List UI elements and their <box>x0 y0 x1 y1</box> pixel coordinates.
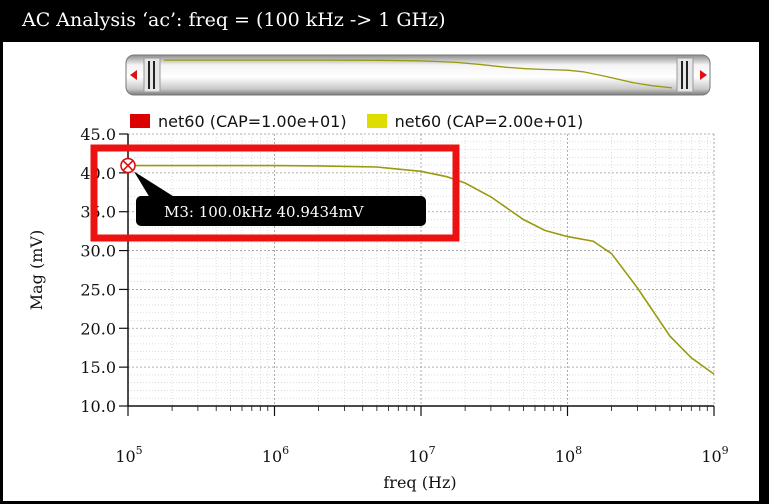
marker-crosshair-icon[interactable] <box>120 157 136 174</box>
y-tick-label: 35.0 <box>80 203 116 222</box>
window-title: AC Analysis ‘ac’: freq = (100 kHz -> 1 G… <box>0 0 761 42</box>
overview-track[interactable] <box>125 54 711 96</box>
marker-callout-label: M3: 100.0kHz 40.9434mV <box>164 203 365 221</box>
overview-scrollbar[interactable] <box>124 52 712 98</box>
legend-label-series-1: net60 (CAP=1.00e+01) <box>158 111 347 131</box>
series-line-net60-cap20[interactable] <box>128 164 715 375</box>
right-grip-handle[interactable] <box>676 57 694 93</box>
legend-label-series-2: net60 (CAP=2.00e+01) <box>394 111 584 131</box>
legend-swatch-red <box>130 114 150 128</box>
marker-callout-pointer <box>134 171 176 198</box>
major-grid <box>127 133 715 407</box>
x-tick-label: 107 <box>408 444 435 466</box>
y-tick-label: 20.0 <box>80 319 116 338</box>
marker-callout-box <box>136 196 426 226</box>
y-tick-label: 30.0 <box>80 242 116 261</box>
legend-swatch-yellow <box>366 114 387 128</box>
legend-item-series-2[interactable]: net60 (CAP=2.00e+01) <box>366 111 584 131</box>
scroll-left-arrow-icon[interactable] <box>130 70 137 80</box>
chart-legend: net60 (CAP=1.00e+01) net60 (CAP=2.00e+01… <box>130 110 603 132</box>
overview-trace <box>164 59 673 89</box>
scroll-right-arrow-icon[interactable] <box>700 70 707 80</box>
y-tick-label: 45.0 <box>80 125 116 144</box>
x-axis-ticks: 105 106 107 108 109 <box>115 406 729 466</box>
y-tick-label: 40.0 <box>80 164 116 183</box>
marker-m3[interactable]: M3: 100.0kHz 40.9434mV <box>120 157 426 226</box>
y-tick-label: 25.0 <box>80 280 116 299</box>
left-grip-handle[interactable] <box>143 57 161 93</box>
x-tick-label: 105 <box>115 444 142 466</box>
minor-grid <box>128 134 714 406</box>
x-tick-label: 109 <box>701 444 728 466</box>
y-axis-label: Mag (mV) <box>27 230 46 310</box>
x-axis-label: freq (Hz) <box>383 473 456 492</box>
y-axis-ticks: 10.0 15.0 20.0 25.0 30.0 35.0 40.0 45.0 <box>80 125 128 416</box>
highlight-annotation-box <box>90 144 460 242</box>
x-tick-label: 106 <box>262 444 289 466</box>
window-edge <box>759 0 769 504</box>
y-tick-label: 10.0 <box>80 397 116 416</box>
y-tick-label: 15.0 <box>80 358 116 377</box>
legend-item-series-1[interactable]: net60 (CAP=1.00e+01) <box>130 112 347 131</box>
x-tick-label: 108 <box>555 444 582 466</box>
